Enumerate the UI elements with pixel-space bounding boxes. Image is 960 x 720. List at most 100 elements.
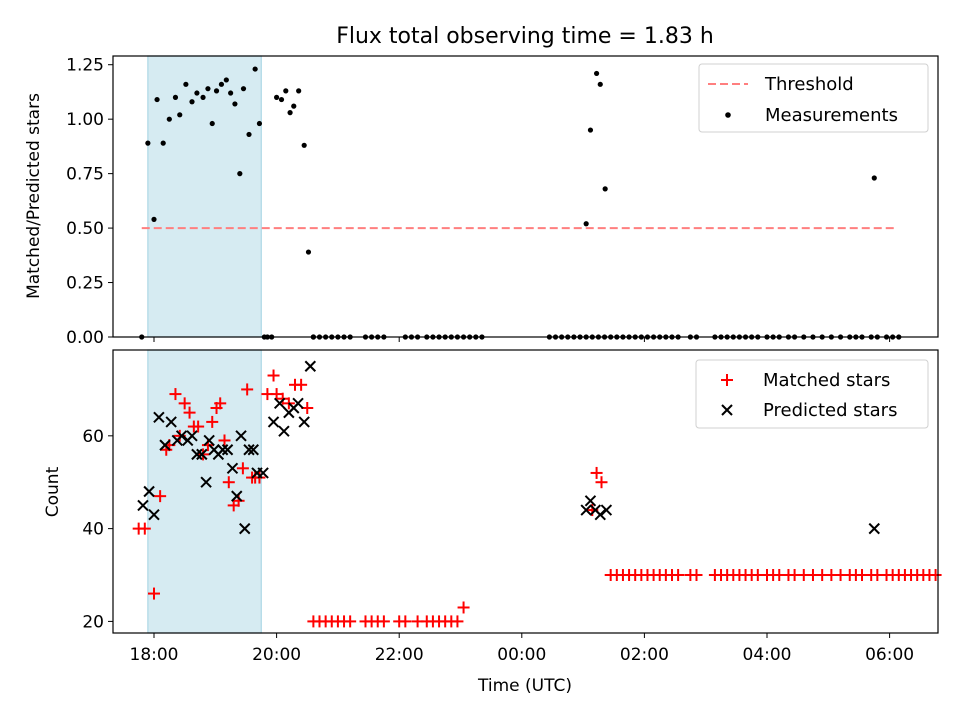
bottom-panel: 18:00 20:00 22:00 00:00 02:00 04:00 06:00 20 40… [43,349,942,696]
measurement-point [172,94,179,100]
predicted-star-point [216,444,229,456]
bottom-x-tick-label: 02:00 [620,645,669,665]
matched-star-point [270,388,283,401]
matched-star-point [590,466,603,479]
predicted-star-stroke [137,499,149,512]
predicted-star-point [243,444,255,456]
measurement-point [209,120,215,127]
measurement-point [287,110,293,116]
chart-title: Flux total observing time = 1.83 h [336,24,714,49]
matched-star-point [236,462,249,475]
predicted-star-stroke [584,495,597,507]
predicted-star-stroke [278,425,290,437]
predicted-star-point [231,490,243,502]
matched-star-point [192,420,205,433]
predicted-star-stroke [216,444,229,456]
measurement-point [291,103,297,109]
predicted-star-stroke [196,448,208,461]
measurement-point [205,86,211,92]
top-y-tick-label: 0.25 [66,274,104,294]
measurement-point [278,96,285,103]
measurement-point [228,90,234,96]
predicted-star-point [298,416,310,428]
matched-star-point [595,476,608,489]
bottom-axes-frame [112,349,939,634]
bottom-x-tick-label: 00:00 [497,645,546,665]
predicted-star-point [153,411,165,423]
measurement-point [200,94,206,100]
predicted-star-point [584,495,597,507]
legend-measurements-marker [725,112,731,118]
legend-measurements-label: Measurements [765,105,898,126]
measurement-point [587,127,594,133]
top-y-ticks: 0.00 0.25 0.50 0.75 1.00 1.25 [66,56,113,348]
predicted-star-point [267,416,280,428]
predicted-star-stroke [221,444,234,456]
measurement-point [274,94,280,100]
measurement-point [597,81,603,87]
measurement-point [213,88,220,94]
predicted-star-stroke [165,416,177,428]
predicted-star-point [594,508,606,521]
predicted-star-stroke [600,504,613,516]
predicted-star-point [273,397,286,410]
measurement-point [232,101,238,107]
measurement-point [283,88,289,94]
measurement-point [240,86,247,92]
predicted-star-stroke [148,508,160,521]
measurement-point [246,131,252,138]
predicted-star-point [239,522,251,535]
matched-star-point [457,601,470,614]
matched-star-point [377,615,390,628]
legend-predicted-label: Predicted stars [763,400,897,421]
predicted-star-stroke [257,467,269,479]
predicted-star-stroke [186,430,198,442]
predicted-star-point [600,504,613,516]
matched-star-point [222,476,235,489]
predicted-star-point [165,416,177,428]
predicted-star-point [159,439,171,451]
top-legend: Threshold Measurements [698,63,929,133]
observing-window-span [147,55,262,338]
bottom-legend: Matched stars Predicted stars [695,359,929,429]
predicted-star-point [235,430,247,442]
predicted-star-point [148,508,160,521]
bottom-x-tick-label: 04:00 [743,645,792,665]
matched-star-point [267,369,280,382]
predicted-star-stroke [298,416,310,428]
measurement-point [145,140,151,146]
predicted-star-point [200,476,212,488]
measurement-point [154,96,160,103]
bottom-y-tick-label: 20 [82,612,104,632]
measurement-point [583,221,589,227]
matched-star-point [344,615,357,628]
bottom-x-ticks: 18:00 20:00 22:00 00:00 02:00 04:00 06:00 [130,633,914,665]
matched-star-point [672,569,685,582]
top-y-tick-label: 1.25 [66,56,104,76]
measurement-point [252,66,258,72]
predicted-star-point [203,434,215,447]
predicted-star-stroke [231,490,243,502]
matched-star-point [138,522,151,535]
measurement-point [305,249,312,255]
top-y-tick-label: 0.75 [66,165,104,185]
measurement-point [593,70,600,77]
top-y-tick-label: 1.00 [66,110,104,130]
measurement-point [177,112,183,118]
matched-star-point [206,415,219,428]
measurement-point [301,142,307,148]
predicted-star-point [175,430,188,442]
measurement-point [218,81,225,87]
measurement-point [296,88,302,94]
predicted-star-stroke [235,430,247,442]
bottom-y-tick-label: 40 [82,520,104,540]
predicted-star-stroke [267,416,280,428]
predicted-star-stroke [175,430,188,442]
predicted-star-stroke [594,508,606,521]
bottom-x-tick-label: 18:00 [130,645,179,665]
matched-star-point [690,569,703,582]
predicted-star-point [143,485,155,498]
predicted-star-stroke [203,434,215,447]
measurement-point [223,77,229,83]
